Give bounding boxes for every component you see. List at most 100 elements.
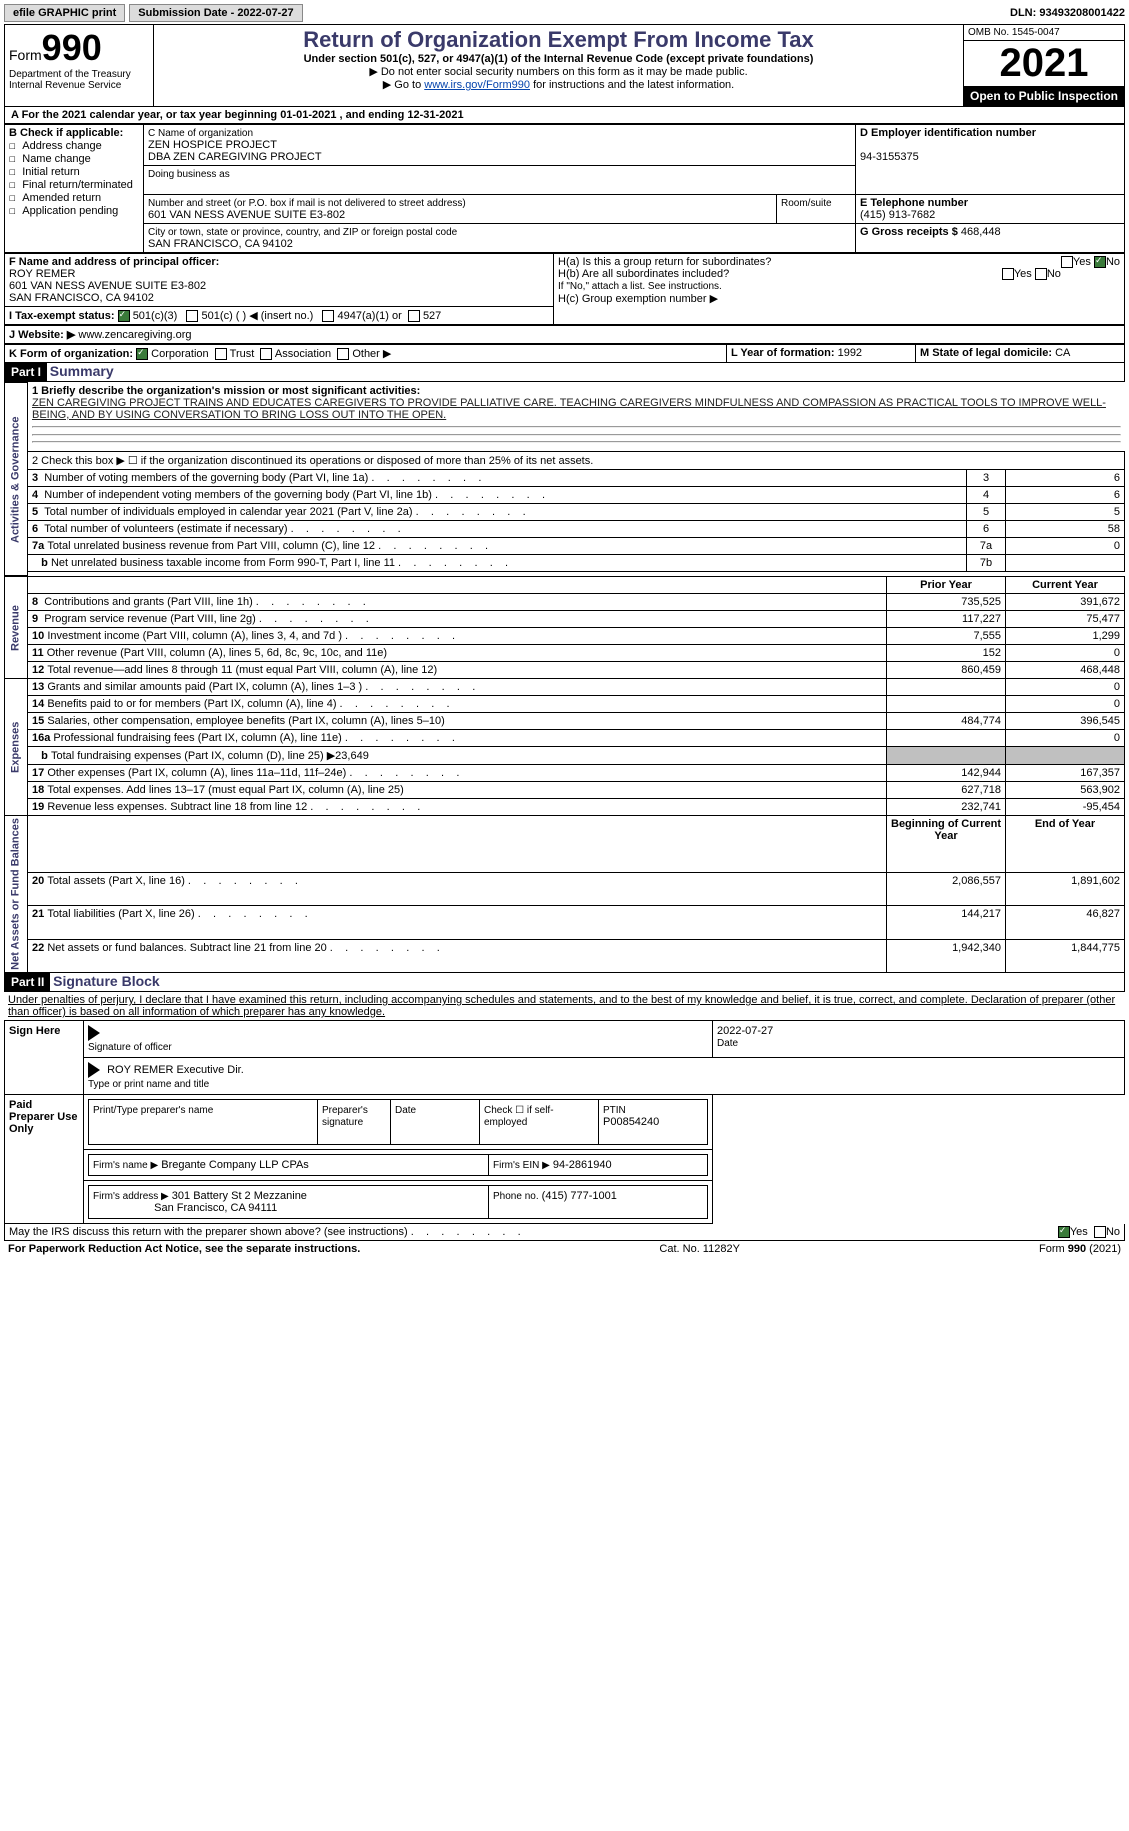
chk-final-return[interactable]: ☐ bbox=[9, 178, 22, 191]
city-label: City or town, state or province, country… bbox=[148, 227, 457, 238]
form-header: Form990 Department of the Treasury Inter… bbox=[4, 24, 1125, 107]
type-name-label: Type or print name and title bbox=[88, 1079, 209, 1090]
val-line7a: 0 bbox=[1006, 537, 1125, 554]
sig-officer-label: Signature of officer bbox=[88, 1042, 172, 1053]
submission-date: Submission Date - 2022-07-27 bbox=[129, 4, 302, 22]
chk-association[interactable] bbox=[260, 348, 272, 360]
val-line7b bbox=[1006, 554, 1125, 571]
box-b-label: B Check if applicable: bbox=[9, 127, 123, 139]
part-ii-bar: Part II bbox=[5, 973, 50, 991]
firm-addr2: San Francisco, CA 94111 bbox=[154, 1202, 277, 1214]
officer-addr1: 601 VAN NESS AVENUE SUITE E3-802 bbox=[9, 280, 206, 292]
org-name-1: ZEN HOSPICE PROJECT bbox=[148, 139, 277, 151]
mission-text: ZEN CAREGIVING PROJECT TRAINS AND EDUCAT… bbox=[32, 397, 1106, 421]
hb-yes[interactable] bbox=[1002, 268, 1014, 280]
discuss-no[interactable] bbox=[1094, 1226, 1106, 1238]
summary-financials: Revenue Prior Year Current Year 8 Contri… bbox=[4, 576, 1125, 973]
org-name-2: DBA ZEN CAREGIVING PROJECT bbox=[148, 151, 322, 163]
box-f-label: F Name and address of principal officer: bbox=[9, 256, 219, 268]
sig-date: 2022-07-27 bbox=[717, 1025, 773, 1037]
form-number: Form990 bbox=[9, 27, 149, 69]
check-self-employed[interactable]: Check ☐ if self-employed bbox=[484, 1105, 554, 1128]
omb-number: OMB No. 1545-0047 bbox=[964, 25, 1124, 41]
ha-no[interactable] bbox=[1094, 256, 1106, 268]
ein-value: 94-3155375 bbox=[860, 151, 919, 163]
state-domicile: CA bbox=[1055, 347, 1070, 359]
ha-yes[interactable] bbox=[1061, 256, 1073, 268]
box-d-label: D Employer identification number bbox=[860, 127, 1036, 139]
hb-label: H(b) Are all subordinates included? bbox=[558, 268, 729, 280]
firm-name: Bregante Company LLP CPAs bbox=[161, 1159, 309, 1171]
chk-527[interactable] bbox=[408, 310, 420, 322]
footer-right: Form 990 (2021) bbox=[1039, 1243, 1121, 1255]
footer-left: For Paperwork Reduction Act Notice, see … bbox=[8, 1243, 360, 1255]
chk-name-change[interactable]: ☐ bbox=[9, 152, 22, 165]
dba-label: Doing business as bbox=[148, 169, 230, 180]
website-value: www.zencaregiving.org bbox=[78, 329, 191, 341]
tax-year: 2021 bbox=[1000, 41, 1089, 85]
chk-application-pending[interactable]: ☐ bbox=[9, 204, 22, 217]
chk-501c[interactable] bbox=[186, 310, 198, 322]
side-netassets: Net Assets or Fund Balances bbox=[5, 816, 28, 973]
chk-trust[interactable] bbox=[215, 348, 227, 360]
page-footer: For Paperwork Reduction Act Notice, see … bbox=[4, 1241, 1125, 1257]
chk-amended-return[interactable]: ☐ bbox=[9, 191, 22, 204]
chk-corporation[interactable] bbox=[136, 348, 148, 360]
gross-receipts: 468,448 bbox=[961, 226, 1001, 238]
dept-label: Department of the Treasury Internal Reve… bbox=[9, 69, 149, 91]
row-i-label: I Tax-exempt status: bbox=[9, 310, 115, 322]
year-formation: 1992 bbox=[838, 347, 862, 359]
q2-text: 2 Check this box ▶ ☐ if the organization… bbox=[28, 451, 1125, 469]
officer-printed-name: ROY REMER Executive Dir. bbox=[107, 1064, 244, 1076]
summary-activities: Activities & Governance 1 Briefly descri… bbox=[4, 382, 1125, 576]
box-e-label: E Telephone number bbox=[860, 197, 968, 209]
part-ii-title: Signature Block bbox=[53, 973, 160, 989]
telephone-value: (415) 913-7682 bbox=[860, 209, 935, 221]
hc-label: H(c) Group exemption number ▶ bbox=[558, 293, 718, 305]
identity-block: B Check if applicable: ☐ Address change … bbox=[4, 124, 1125, 253]
efile-print-button[interactable]: efile GRAPHIC print bbox=[4, 4, 125, 22]
side-revenue: Revenue bbox=[5, 577, 28, 679]
chk-501c3[interactable] bbox=[118, 310, 130, 322]
signature-block: Sign Here Signature of officer 2022-07-2… bbox=[4, 1020, 1125, 1224]
sign-here-label: Sign Here bbox=[5, 1021, 84, 1095]
street-address: 601 VAN NESS AVENUE SUITE E3-802 bbox=[148, 209, 345, 221]
discuss-row: May the IRS discuss this return with the… bbox=[4, 1224, 1125, 1241]
box-c-name-label: C Name of organization bbox=[148, 128, 253, 139]
firm-phone: (415) 777-1001 bbox=[542, 1190, 617, 1202]
part-i-bar: Part I bbox=[5, 363, 47, 381]
officer-addr2: SAN FRANCISCO, CA 94102 bbox=[9, 292, 154, 304]
form-title: Return of Organization Exempt From Incom… bbox=[158, 27, 959, 53]
val-line6: 58 bbox=[1006, 520, 1125, 537]
website-row: J Website: ▶ www.zencaregiving.org bbox=[4, 325, 1125, 344]
val-line4: 6 bbox=[1006, 486, 1125, 503]
perjury-declaration: Under penalties of perjury, I declare th… bbox=[4, 992, 1125, 1020]
form-subtitle: Under section 501(c), 527, or 4947(a)(1)… bbox=[158, 53, 959, 65]
chk-initial-return[interactable]: ☐ bbox=[9, 165, 22, 178]
val-line3: 6 bbox=[1006, 469, 1125, 486]
hb-note: If "No," attach a list. See instructions… bbox=[558, 281, 722, 292]
form-note-link: ▶ Go to www.irs.gov/Form990 for instruct… bbox=[158, 78, 959, 91]
signature-arrow-icon bbox=[88, 1062, 100, 1078]
box-g-label: G Gross receipts $ bbox=[860, 226, 958, 238]
top-bar: efile GRAPHIC print Submission Date - 20… bbox=[4, 4, 1125, 22]
chk-other[interactable] bbox=[337, 348, 349, 360]
discuss-yes[interactable] bbox=[1058, 1226, 1070, 1238]
side-activities: Activities & Governance bbox=[5, 383, 28, 576]
addr-label: Number and street (or P.O. box if mail i… bbox=[148, 198, 466, 209]
firm-ein: 94-2861940 bbox=[553, 1159, 612, 1171]
hb-no[interactable] bbox=[1035, 268, 1047, 280]
city-value: SAN FRANCISCO, CA 94102 bbox=[148, 238, 293, 250]
officer-group-block: F Name and address of principal officer:… bbox=[4, 253, 1125, 325]
val-line5: 5 bbox=[1006, 503, 1125, 520]
row-k-label: K Form of organization: bbox=[9, 348, 133, 360]
chk-address-change[interactable]: ☐ bbox=[9, 139, 22, 152]
ha-label: H(a) Is this a group return for subordin… bbox=[558, 256, 771, 268]
irs-link[interactable]: www.irs.gov/Form990 bbox=[424, 79, 530, 91]
side-expenses: Expenses bbox=[5, 679, 28, 816]
firm-addr1: 301 Battery St 2 Mezzanine bbox=[172, 1190, 307, 1202]
room-label: Room/suite bbox=[781, 198, 832, 209]
part-i-title: Summary bbox=[50, 363, 114, 379]
chk-4947[interactable] bbox=[322, 310, 334, 322]
q1-label: 1 Briefly describe the organization's mi… bbox=[32, 385, 420, 397]
